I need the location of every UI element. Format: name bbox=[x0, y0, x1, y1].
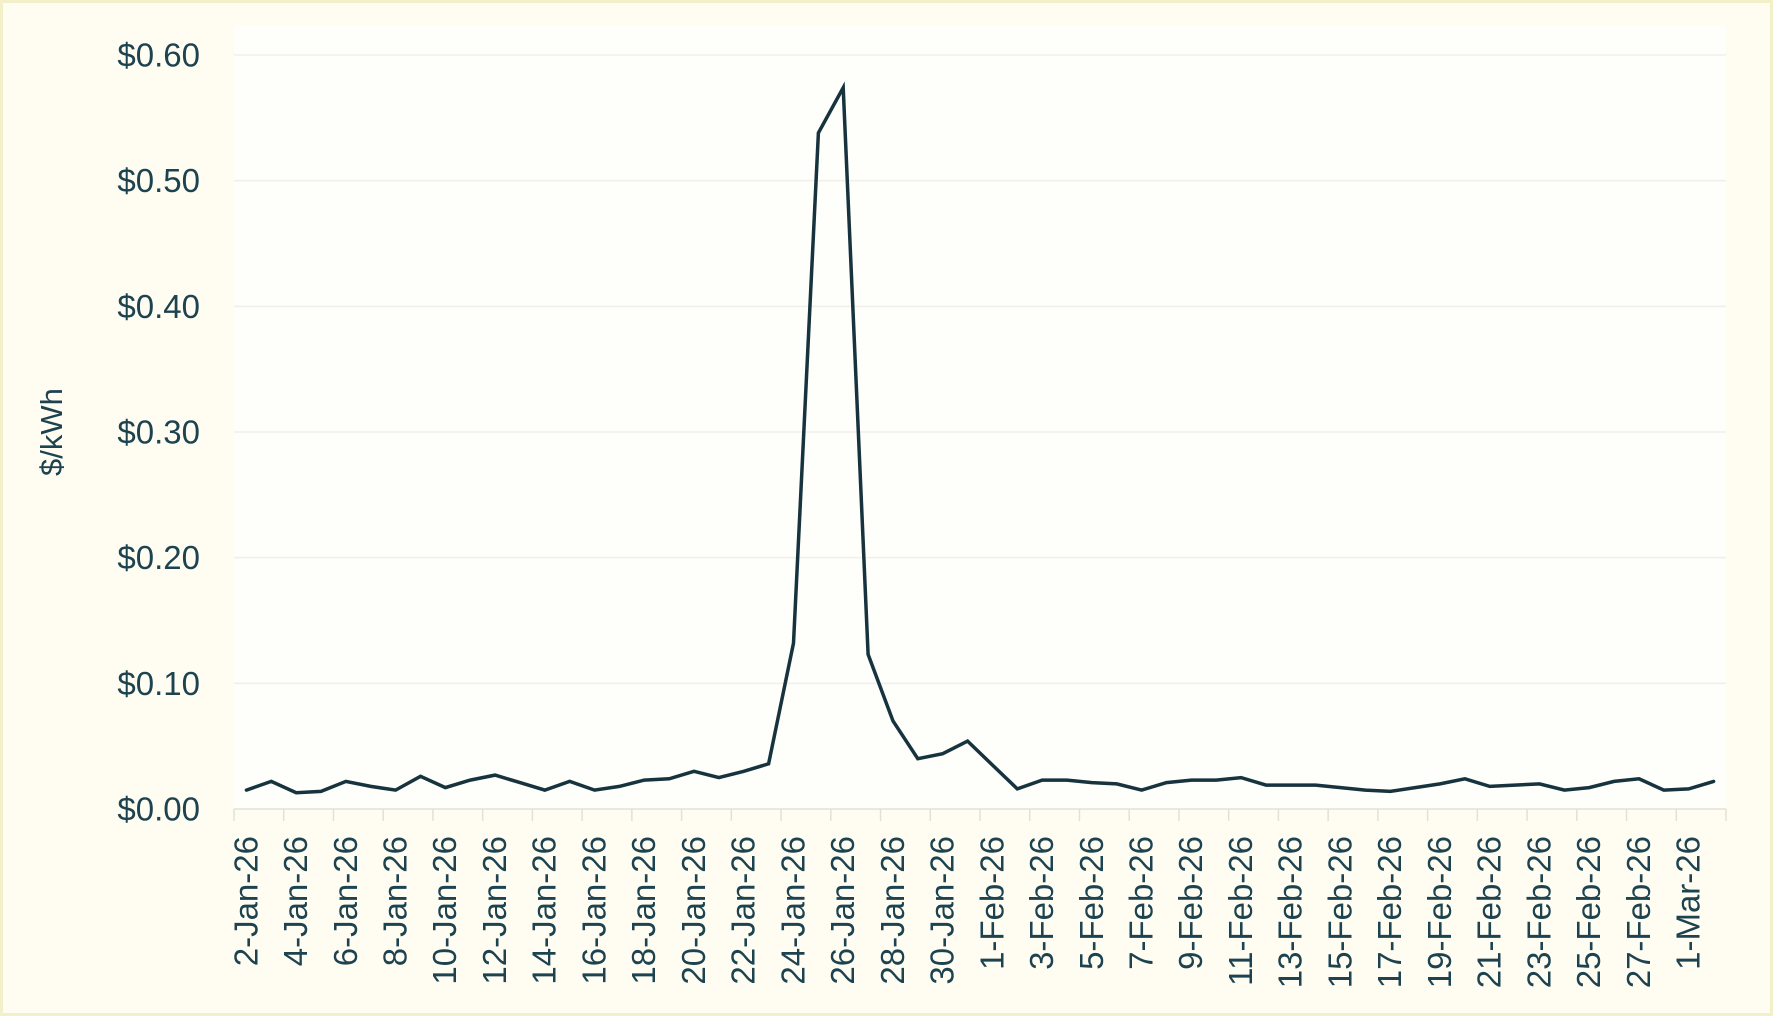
y-axis-tick-label: $0.60 bbox=[117, 37, 200, 74]
x-axis-tick-label: 24-Jan-26 bbox=[774, 836, 811, 985]
y-axis-tick-label: $0.50 bbox=[117, 162, 200, 199]
x-axis-tick-label: 4-Jan-26 bbox=[277, 836, 314, 966]
x-axis-tick-label: 25-Feb-26 bbox=[1570, 836, 1607, 988]
x-axis-tick-label: 22-Jan-26 bbox=[725, 836, 762, 985]
x-axis-tick-label: 8-Jan-26 bbox=[377, 836, 414, 966]
x-axis-tick-label: 26-Jan-26 bbox=[824, 836, 861, 985]
x-axis-tick-label: 27-Feb-26 bbox=[1620, 836, 1657, 988]
x-axis-tick-label: 19-Feb-26 bbox=[1421, 836, 1458, 988]
x-axis-tick-label: 10-Jan-26 bbox=[426, 836, 463, 985]
x-axis-tick-label: 16-Jan-26 bbox=[575, 836, 612, 985]
plot-area-background bbox=[234, 25, 1726, 809]
x-axis-tick-label: 28-Jan-26 bbox=[874, 836, 911, 985]
price-series-line bbox=[244, 81, 1716, 795]
x-axis-tick-label: 2-Jan-26 bbox=[227, 836, 264, 966]
x-axis-tick-label: 17-Feb-26 bbox=[1371, 836, 1408, 988]
y-axis-tick-label: $0.00 bbox=[117, 791, 200, 828]
x-axis-tick-label: 23-Feb-26 bbox=[1520, 836, 1557, 988]
x-axis-tick-label: 5-Feb-26 bbox=[1073, 836, 1110, 970]
x-axis-tick-label: 30-Jan-26 bbox=[924, 836, 961, 985]
y-axis-tick-label: $0.20 bbox=[117, 539, 200, 576]
x-axis-tick-label: 14-Jan-26 bbox=[526, 836, 563, 985]
y-axis-tick-label: $0.10 bbox=[117, 665, 200, 702]
x-axis-tick-label: 7-Feb-26 bbox=[1123, 836, 1160, 970]
x-axis-tick-label: 13-Feb-26 bbox=[1272, 836, 1309, 988]
x-axis-tick-label: 9-Feb-26 bbox=[1172, 836, 1209, 970]
y-axis-tick-label: $0.30 bbox=[117, 414, 200, 451]
x-axis-tick-label: 15-Feb-26 bbox=[1321, 836, 1358, 988]
x-axis-tick-label: 21-Feb-26 bbox=[1471, 836, 1508, 988]
y-axis-title: $/kWh bbox=[34, 388, 69, 476]
y-axis-tick-label: $0.40 bbox=[117, 288, 200, 325]
x-axis-tick-label: 11-Feb-26 bbox=[1222, 836, 1259, 986]
x-axis-tick-label: 6-Jan-26 bbox=[327, 836, 364, 966]
x-axis-tick-label: 1-Mar-26 bbox=[1670, 836, 1707, 970]
x-axis-tick-label: 20-Jan-26 bbox=[675, 836, 712, 985]
x-axis-tick-label: 1-Feb-26 bbox=[973, 836, 1010, 970]
price-line-chart: $0.00 $0.10 $0.20 $0.30 $0.40 $0.50 $0.60 2-Jan… bbox=[34, 25, 1727, 988]
x-axis-tick-label: 12-Jan-26 bbox=[476, 836, 513, 985]
x-axis-tick-label: 18-Jan-26 bbox=[625, 836, 662, 985]
x-axis-tick-label: 3-Feb-26 bbox=[1023, 836, 1060, 970]
